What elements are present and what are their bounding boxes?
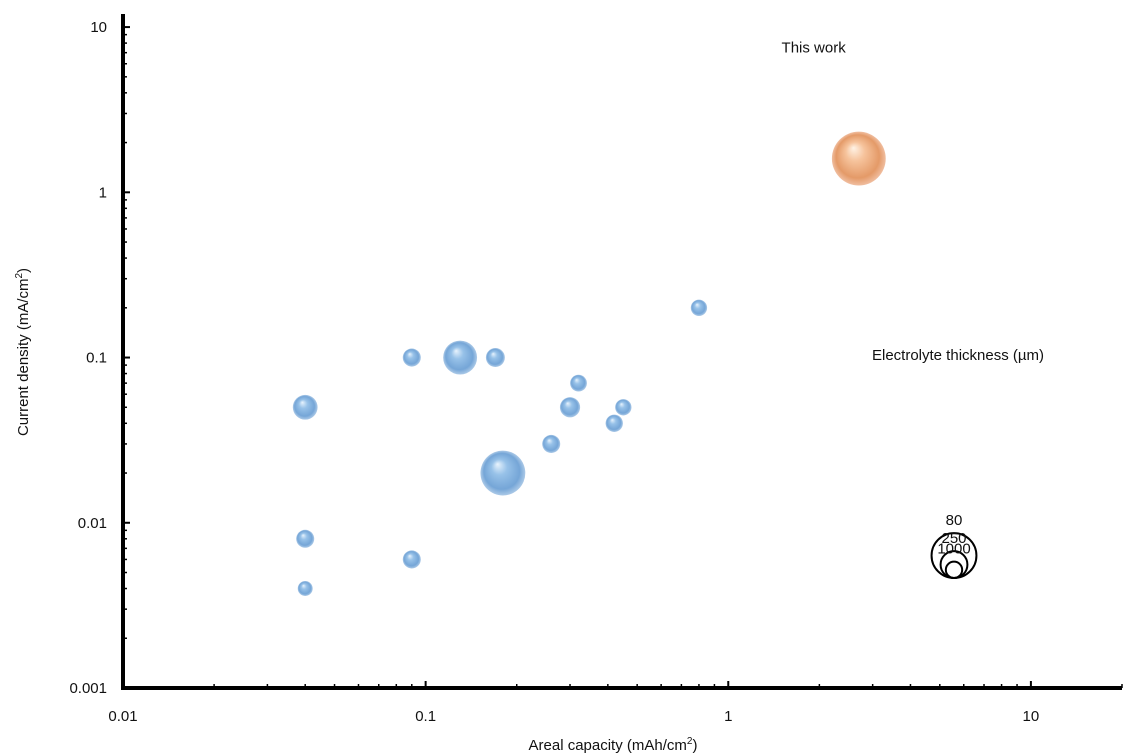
y-tick-label: 0.001 [69,680,107,697]
size-legend-circle [944,560,964,580]
axes [121,14,1122,690]
bubbles [292,131,886,596]
size-legend-label: 250 [941,530,966,547]
data-bubble [690,299,708,316]
y-tick-label: 1 [99,184,107,201]
size-legend-label: 80 [946,512,963,529]
y-axis-label: Current density (mA/cm2) [14,268,32,436]
data-bubble [559,397,581,418]
y-tick-label: 0.1 [86,350,107,367]
annotation-this-work: This work [782,40,847,57]
size-legend-label: 1000 [937,541,970,558]
data-bubble [297,581,313,596]
x-axis-label: Areal capacity (mAh/cm2) [529,736,698,754]
this-work-bubble [831,131,886,186]
data-bubble [542,434,561,453]
data-bubble [480,450,526,496]
data-bubble [296,529,315,548]
x-tick-label: 10 [1023,708,1040,725]
data-bubble [485,348,505,368]
data-bubble [570,374,587,392]
data-bubble [292,394,318,420]
data-bubble [615,399,632,416]
ticks [122,26,1123,689]
data-bubble [402,550,421,569]
x-tick-label: 0.1 [415,708,436,725]
y-tick-label: 0.01 [78,515,107,532]
x-tick-label: 0.01 [108,708,137,725]
size-legend-title: Electrolyte thickness (µm) [872,347,1044,364]
data-bubble [402,348,421,367]
data-bubble [443,340,478,375]
data-bubble [605,414,623,432]
x-tick-label: 1 [724,708,732,725]
y-tick-label: 10 [90,19,107,36]
